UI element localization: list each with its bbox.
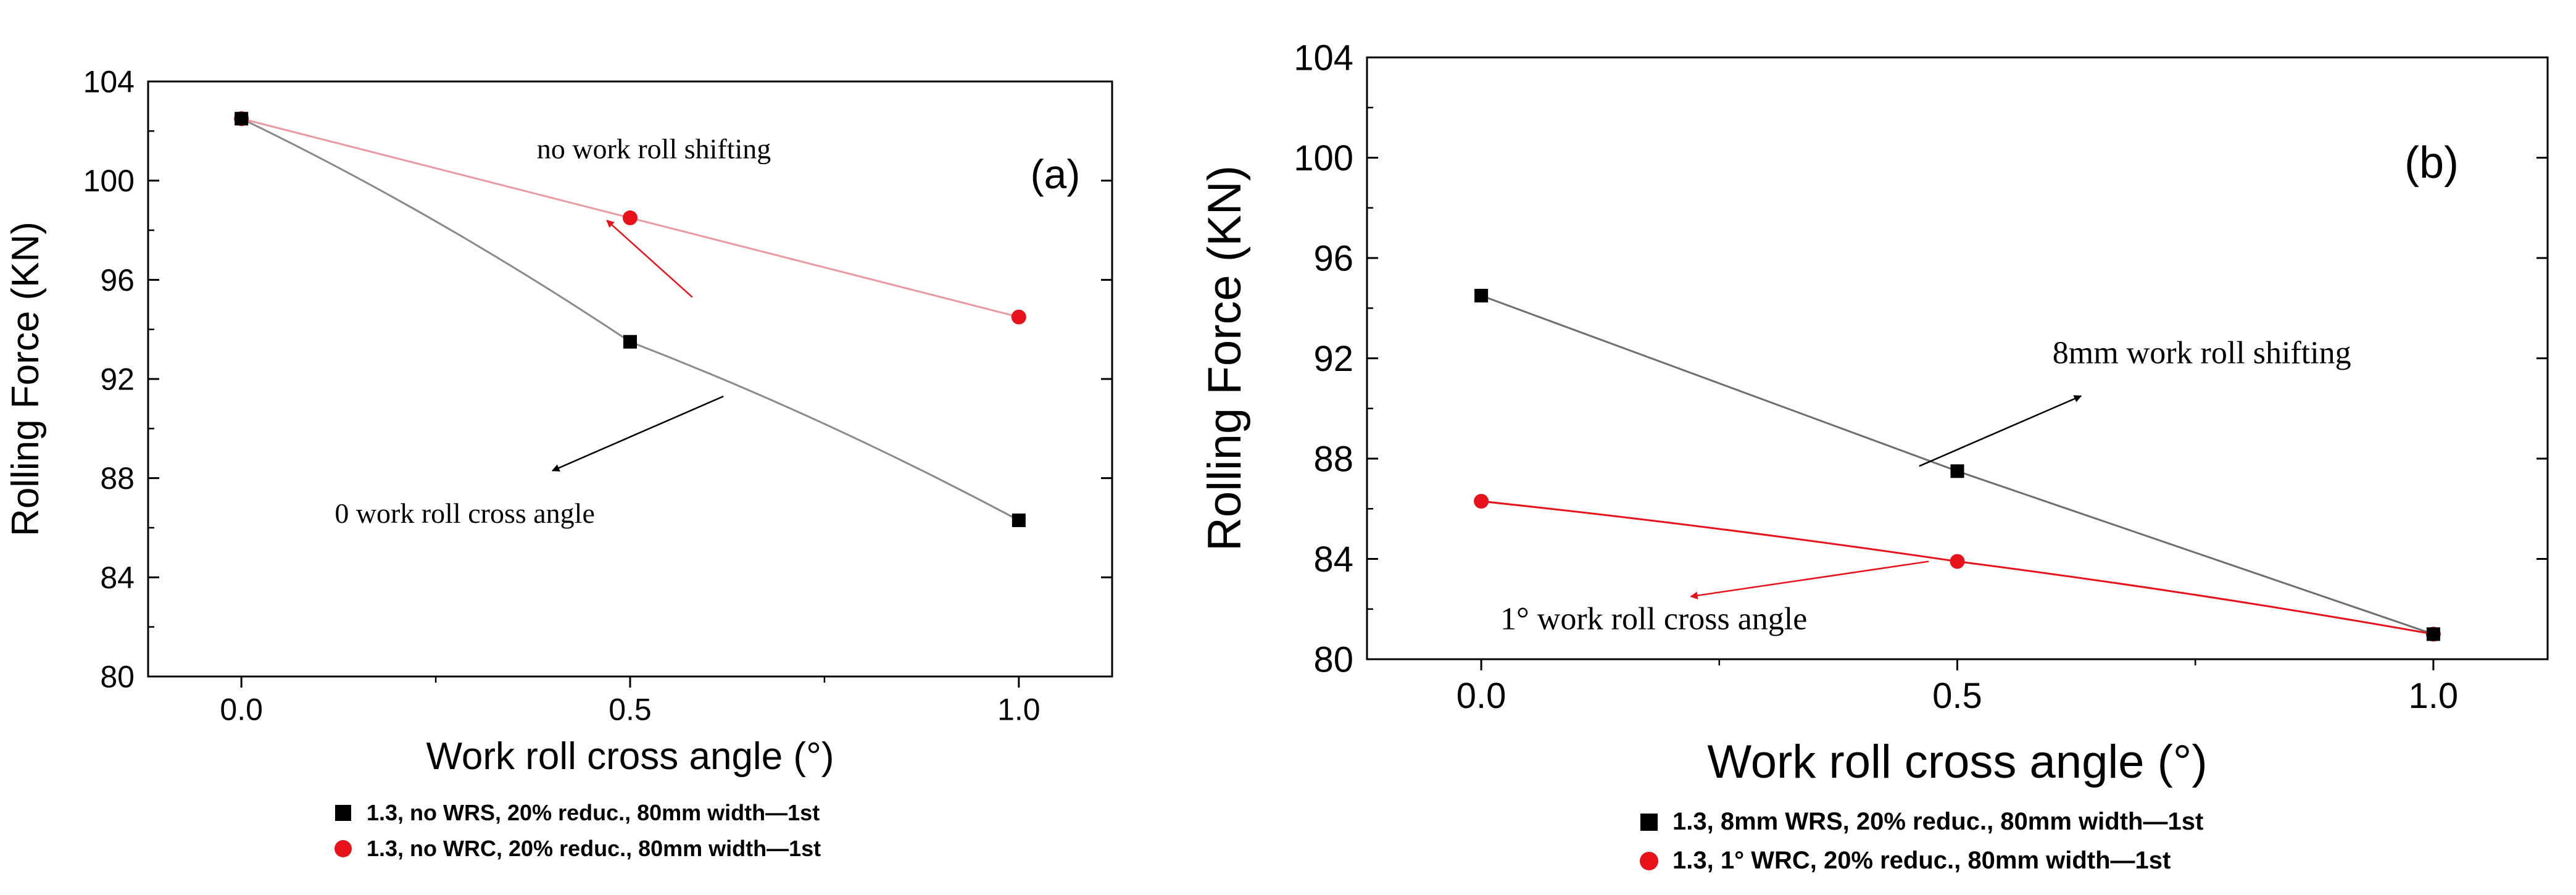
panel-b-data-point-circle	[1950, 554, 1965, 569]
panel-a-legend-label: 1.3, no WRS, 20% reduc., 80mm width—1st	[367, 800, 820, 825]
panel-a-y-tick-label: 100	[83, 164, 135, 198]
panel-a-y-tick-label: 96	[100, 263, 135, 298]
panel-b-y-tick-label: 92	[1313, 339, 1353, 379]
panel-a-y-tick-label: 92	[100, 362, 135, 397]
panel-b-annotation-arrow	[1919, 395, 2082, 467]
panel-a-legend-label: 1.3, no WRC, 20% reduc., 80mm width—1st	[367, 836, 821, 861]
panel-b-x-axis-title: Work roll cross angle (°)	[1707, 736, 2207, 788]
panel-a-y-tick-label: 84	[100, 560, 135, 595]
panel-b-annotation-text: 8mm work roll shifting	[2053, 336, 2351, 371]
panel-a-annotation-text: no work roll shifting	[537, 133, 771, 165]
panel-b-data-point-square	[2426, 627, 2440, 641]
panel-a-x-axis-title: Work roll cross angle (°)	[426, 735, 834, 778]
panel-b-y-tick-label: 104	[1294, 38, 1353, 78]
panel-b-data-point-circle	[1474, 494, 1489, 509]
panel-b-legend-label: 1.3, 8mm WRS, 20% reduc., 80mm width—1st	[1672, 808, 2203, 835]
panel-a-annotation-arrow	[551, 395, 724, 472]
panel-a-data-point-square	[623, 335, 637, 349]
panel-b-panel-label: (b)	[2404, 138, 2459, 188]
panel-b-legend-label: 1.3, 1° WRC, 20% reduc., 80mm width—1st	[1672, 847, 2171, 874]
panel-a-panel-label: (a)	[1031, 151, 1081, 197]
panel-a-series-line-1	[241, 117, 1020, 522]
panel-a-legend-marker-square	[335, 805, 351, 821]
panel-a-data-point-square	[1012, 513, 1026, 527]
panel-b-annotation-text: 1° work roll cross angle	[1500, 601, 1807, 636]
panel-a-data-point-circle	[1011, 309, 1026, 325]
chart-panel-b: 80 84 88 92 96 100 104 0.0 0.5 1.0 Work roll cross…	[1199, 38, 2549, 874]
panel-a-x-tick-label: 0.5	[609, 693, 652, 727]
panel-b-annotation-arrow	[1690, 560, 1929, 599]
panel-b-y-tick-label: 84	[1313, 539, 1353, 580]
panel-b-data-point-square	[1950, 464, 1964, 478]
panel-a-annotation-arrow	[606, 220, 693, 298]
chart-panel-a: 80 84 88 92 96 100 104 0.0 0.5 1.0 Work roll cross…	[4, 65, 1113, 861]
panel-b-y-tick-label: 100	[1294, 138, 1353, 178]
panel-b-data-point-square	[1474, 288, 1489, 302]
panel-a-y-tick-label: 80	[100, 660, 135, 694]
panel-a-legend-marker-circle	[334, 840, 352, 857]
panel-b-x-tick-label: 0.0	[1456, 676, 1506, 716]
panel-b-y-tick-label: 88	[1313, 439, 1353, 479]
panel-a-x-tick-label: 1.0	[997, 693, 1041, 727]
panel-b-plot-frame	[1366, 56, 2549, 660]
panel-b-legend-marker-circle	[1640, 852, 1658, 870]
panel-a-y-tick-label: 88	[100, 461, 135, 496]
panel-a-plot-frame	[147, 80, 1113, 678]
panel-a-x-tick-label: 0.0	[220, 693, 263, 727]
panel-b-y-tick-label: 80	[1313, 639, 1353, 680]
panel-b-y-tick-label: 96	[1313, 238, 1353, 278]
panel-a-y-axis-title: Rolling Force (KN)	[4, 222, 47, 536]
panel-b-x-tick-label: 1.0	[2409, 676, 2459, 716]
panel-a-annotation-text: 0 work roll cross angle	[334, 497, 595, 529]
panel-b-x-tick-label: 0.5	[1932, 676, 1982, 716]
panel-b-legend-marker-square	[1640, 814, 1658, 831]
panel-a-data-point-circle	[623, 210, 638, 225]
panel-b-y-axis-title: Rolling Force (KN)	[1199, 165, 1251, 551]
panel-a-y-tick-label: 104	[83, 65, 135, 99]
panel-a-data-point-square	[235, 112, 249, 126]
